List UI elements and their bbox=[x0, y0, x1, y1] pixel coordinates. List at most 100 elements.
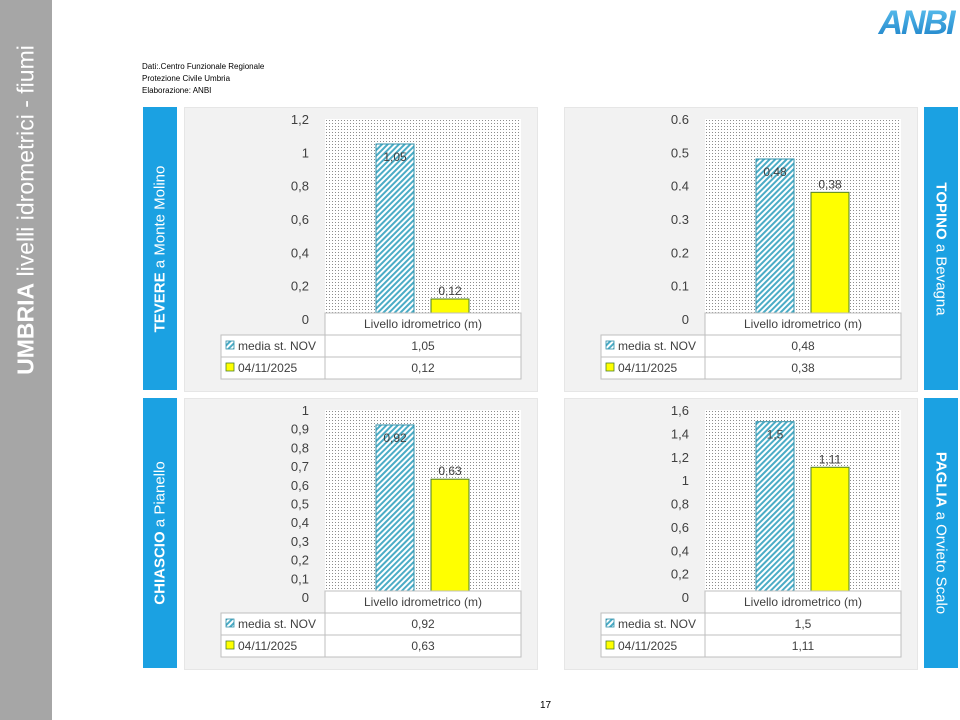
data-source: Dati:.Centro Funzionale Regionale Protez… bbox=[142, 61, 264, 97]
legend-key bbox=[605, 362, 615, 372]
y-tick-label: 0,6 bbox=[671, 520, 689, 535]
y-tick-label: 0,9 bbox=[291, 422, 309, 437]
y-tick-label: 0,1 bbox=[291, 571, 309, 586]
y-tick-label: 0,6 bbox=[291, 212, 309, 227]
y-tick-label: 0,3 bbox=[291, 534, 309, 549]
series-name: media st. NOV bbox=[238, 617, 316, 631]
page-number: 17 bbox=[540, 700, 552, 711]
label-chiascio-bold: CHIASCIO bbox=[151, 531, 169, 605]
bar-media bbox=[375, 143, 415, 320]
y-tick-label: 0.3 bbox=[671, 212, 689, 227]
series-name: media st. NOV bbox=[618, 339, 696, 353]
y-tick-label: 0,4 bbox=[291, 515, 309, 530]
y-tick-label: 0 bbox=[682, 312, 689, 327]
y-tick-label: 0.6 bbox=[671, 112, 689, 127]
label-tevere-rest: a Monte Molino bbox=[151, 165, 169, 272]
label-tevere: TEVERE a Monte Molino bbox=[143, 107, 177, 390]
label-paglia: PAGLIA a Orvieto Scalo bbox=[924, 398, 958, 668]
chart-panel-paglia: 0 0,2 0,4 0,6 0,8 1 1,2 1,4 1,6 1,5 1,11 Livello id… bbox=[564, 398, 918, 670]
series-name: 04/11/2025 bbox=[238, 361, 297, 375]
series-name: media st. NOV bbox=[618, 617, 696, 631]
label-chiascio: CHIASCIO a Pianello bbox=[143, 398, 177, 668]
y-tick-label: 0.1 bbox=[671, 279, 689, 294]
y-tick-label: 0,8 bbox=[291, 179, 309, 194]
y-tick-label: 1 bbox=[682, 473, 689, 488]
y-tick-label: 1,4 bbox=[671, 426, 689, 441]
chart-tevere: 0 0,2 0,4 0,6 0,8 1 1,2 1,05 0,12 Livello idromet… bbox=[220, 112, 522, 380]
y-tick-label: 0 bbox=[682, 590, 689, 605]
label-topino-rest: a Bevagna bbox=[932, 239, 950, 316]
chart-panel-tevere: 0 0,2 0,4 0,6 0,8 1 1,2 1,05 0,12 Livello idromet… bbox=[184, 107, 538, 392]
data-label: 1,05 bbox=[383, 150, 407, 164]
data-label: 0,48 bbox=[763, 165, 787, 179]
data-label: 1,11 bbox=[819, 452, 842, 466]
plot-area bbox=[325, 410, 521, 597]
y-tick-label: 0.5 bbox=[671, 145, 689, 160]
data-label: 0,12 bbox=[438, 284, 462, 298]
category-label: Livello idrometrico (m) bbox=[364, 595, 482, 609]
legend-key bbox=[225, 340, 235, 350]
y-tick-label: 0 bbox=[302, 590, 309, 605]
sidebar-title-bold: UMBRIA bbox=[12, 282, 39, 375]
bar-current bbox=[430, 478, 470, 598]
sidebar-title: UMBRIA livelli idrometrici - fiumi bbox=[13, 45, 40, 375]
legend-key bbox=[605, 340, 615, 350]
table-value: 1,5 bbox=[795, 617, 812, 631]
plot-area bbox=[325, 119, 521, 319]
legend-key bbox=[225, 618, 235, 628]
legend-key bbox=[605, 618, 615, 628]
chart-panel-chiascio: 0 0,1 0,2 0,3 0,4 0,5 0,6 0,7 0,8 0,9 1 0,92 0,63 Liv… bbox=[184, 398, 538, 670]
chart-paglia: 0 0,2 0,4 0,6 0,8 1 1,2 1,4 1,6 1,5 1,11 Livello id… bbox=[600, 403, 902, 658]
series-name: 04/11/2025 bbox=[238, 639, 297, 653]
y-tick-label: 0.4 bbox=[671, 179, 689, 194]
table-value: 0,63 bbox=[411, 639, 435, 653]
y-tick-label: 0,4 bbox=[291, 245, 309, 260]
label-chiascio-rest: a Pianello bbox=[151, 461, 169, 532]
bar-media bbox=[755, 421, 795, 598]
table-value: 0,92 bbox=[411, 617, 435, 631]
category-label: Livello idrometrico (m) bbox=[744, 317, 862, 331]
y-tick-label: 1,2 bbox=[671, 450, 689, 465]
y-tick-label: 0,8 bbox=[291, 440, 309, 455]
series-name: 04/11/2025 bbox=[618, 639, 677, 653]
table-value: 1,05 bbox=[411, 339, 435, 353]
y-tick-label: 0,2 bbox=[671, 567, 689, 582]
chart-chiascio: 0 0,1 0,2 0,3 0,4 0,5 0,6 0,7 0,8 0,9 1 0,92 0,63 Liv… bbox=[220, 403, 522, 658]
y-tick-label: 0.2 bbox=[671, 245, 689, 260]
bar-media bbox=[375, 424, 415, 598]
sidebar-title-rest: livelli idrometrici - fiumi bbox=[12, 45, 39, 283]
y-tick-label: 1 bbox=[302, 403, 309, 418]
series-name: 04/11/2025 bbox=[618, 361, 677, 375]
svg-text:ANBI: ANBI bbox=[877, 4, 956, 38]
bar-current bbox=[810, 191, 850, 320]
legend-key bbox=[605, 640, 615, 650]
chart-panel-topino: 0 0.1 0.2 0.3 0.4 0.5 0.6 0,48 0,38 Livello idrom… bbox=[564, 107, 918, 392]
source-line-3: Elaborazione: ANBI bbox=[142, 86, 212, 95]
label-topino-bold: TOPINO bbox=[932, 181, 950, 240]
table-value: 1,11 bbox=[792, 639, 815, 653]
source-line-1: Dati:.Centro Funzionale Regionale bbox=[142, 62, 265, 71]
y-tick-label: 0,5 bbox=[291, 497, 309, 512]
y-tick-label: 0,2 bbox=[291, 553, 309, 568]
table-value: 0,48 bbox=[791, 339, 815, 353]
y-tick-label: 0,4 bbox=[671, 543, 689, 558]
label-paglia-bold: PAGLIA bbox=[932, 451, 950, 508]
plot-area bbox=[705, 119, 901, 319]
label-paglia-rest: a Orvieto Scalo bbox=[932, 507, 950, 615]
y-tick-label: 0,7 bbox=[291, 459, 309, 474]
category-label: Livello idrometrico (m) bbox=[364, 317, 482, 331]
data-label: 0,92 bbox=[383, 431, 407, 445]
bar-media bbox=[755, 158, 795, 320]
y-tick-label: 0,6 bbox=[291, 478, 309, 493]
label-topino: TOPINO a Bevagna bbox=[924, 107, 958, 390]
legend-key bbox=[225, 362, 235, 372]
bar-current bbox=[810, 466, 850, 598]
data-label: 0,63 bbox=[438, 464, 462, 478]
sidebar: UMBRIA livelli idrometrici - fiumi bbox=[0, 0, 52, 720]
data-label: 1,5 bbox=[767, 428, 784, 442]
category-label: Livello idrometrico (m) bbox=[744, 595, 862, 609]
label-tevere-bold: TEVERE bbox=[151, 271, 169, 332]
chart-topino: 0 0.1 0.2 0.3 0.4 0.5 0.6 0,48 0,38 Livello idrom… bbox=[600, 112, 902, 380]
table-value: 0,38 bbox=[791, 361, 815, 375]
y-tick-label: 0,8 bbox=[671, 497, 689, 512]
